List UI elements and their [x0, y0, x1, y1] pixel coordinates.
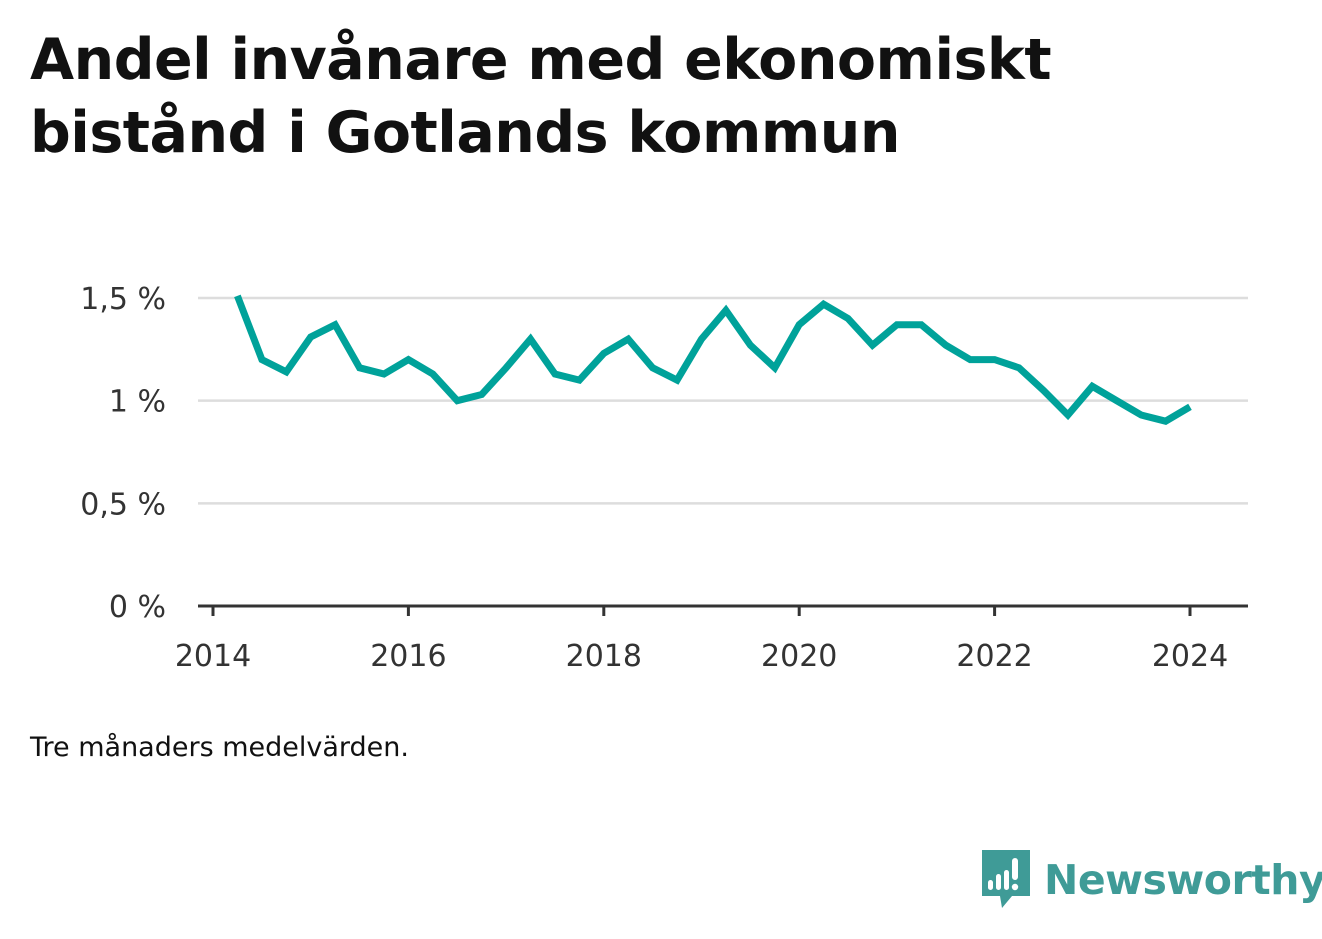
- series-line: [234, 294, 1192, 425]
- x-tick-label: 2014: [175, 639, 251, 674]
- x-tick-label: 2022: [956, 639, 1032, 674]
- x-tick-label: 2018: [566, 639, 642, 674]
- series-group: [234, 294, 1192, 425]
- brand-name: Newsworthy: [1044, 856, 1322, 904]
- y-tick-label: 0,5 %: [80, 487, 166, 522]
- gridlines: [198, 296, 1248, 505]
- y-tick-label: 1 %: [109, 385, 166, 420]
- chart-footnote: Tre månaders medelvärden.: [30, 732, 409, 763]
- x-tick-label: 2016: [370, 639, 446, 674]
- x-tick-label: 2020: [761, 639, 837, 674]
- y-tick-label: 1,5 %: [80, 282, 166, 317]
- newsworthy-logo: Newsworthy: [980, 848, 1322, 912]
- x-tick-label: 2024: [1152, 639, 1228, 674]
- y-axis-labels: 0 % 0,5 % 1 % 1,5 %: [80, 282, 166, 625]
- bar-chart-speech-bubble-icon: [982, 850, 1030, 908]
- y-tick-label: 0 %: [109, 590, 166, 625]
- x-axis: 2014 2016 2018 2020 2022 2024: [175, 604, 1248, 674]
- chart-title: Andel invånare med ekonomiskt bistånd i …: [30, 27, 1052, 166]
